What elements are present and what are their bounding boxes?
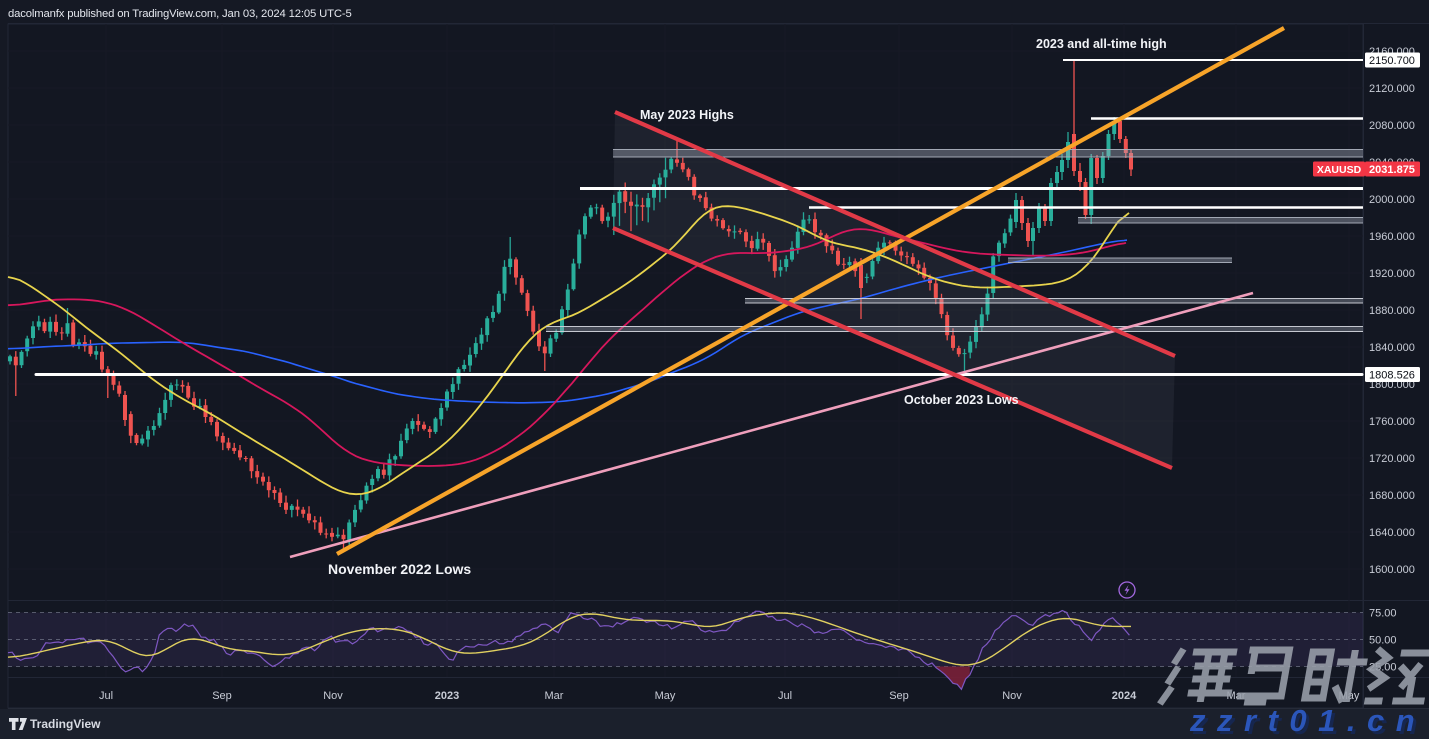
svg-text:2023 and all-time high: 2023 and all-time high	[1036, 37, 1167, 51]
svg-text:Sep: Sep	[889, 690, 909, 702]
svg-text:1760.000: 1760.000	[1369, 416, 1415, 428]
svg-text:dacolmanfx published on Tradin: dacolmanfx published on TradingView.com,…	[8, 8, 352, 20]
svg-text:zzrt01.cn: zzrt01.cn	[1192, 706, 1429, 739]
svg-text:1680.000: 1680.000	[1369, 490, 1415, 502]
svg-text:1600.000: 1600.000	[1369, 564, 1415, 576]
svg-text:1960.000: 1960.000	[1369, 231, 1415, 243]
svg-text:XAUUSD: XAUUSD	[1317, 164, 1362, 176]
svg-text:Jul: Jul	[99, 690, 113, 702]
svg-text:2031.875: 2031.875	[1369, 164, 1415, 176]
svg-text:1920.000: 1920.000	[1369, 268, 1415, 280]
svg-text:50.00: 50.00	[1369, 635, 1397, 647]
svg-text:1640.000: 1640.000	[1369, 527, 1415, 539]
svg-text:zzrt01.cn: zzrt01.cn	[1189, 703, 1426, 738]
svg-text:1720.000: 1720.000	[1369, 453, 1415, 465]
svg-text:Jul: Jul	[778, 690, 792, 702]
svg-text:May 2023 Highs: May 2023 Highs	[640, 108, 734, 122]
svg-text:Sep: Sep	[212, 690, 232, 702]
svg-text:October 2023 Lows: October 2023 Lows	[904, 393, 1019, 407]
svg-text:TradingView: TradingView	[30, 717, 101, 731]
svg-text:2120.000: 2120.000	[1369, 83, 1415, 95]
svg-text:1808.526: 1808.526	[1369, 370, 1415, 382]
svg-text:November 2022 Lows: November 2022 Lows	[328, 561, 471, 577]
svg-text:2023: 2023	[435, 690, 459, 702]
svg-text:2150.700: 2150.700	[1369, 55, 1415, 67]
svg-text:Nov: Nov	[323, 690, 343, 702]
svg-text:Mar: Mar	[545, 690, 564, 702]
svg-text:Nov: Nov	[1002, 690, 1022, 702]
svg-text:2080.000: 2080.000	[1369, 120, 1415, 132]
svg-text:May: May	[655, 690, 676, 702]
svg-text:75.00: 75.00	[1369, 608, 1397, 620]
svg-text:2024: 2024	[1112, 690, 1137, 702]
svg-text:2000.000: 2000.000	[1369, 194, 1415, 206]
svg-text:1840.000: 1840.000	[1369, 342, 1415, 354]
svg-text:1880.000: 1880.000	[1369, 305, 1415, 317]
